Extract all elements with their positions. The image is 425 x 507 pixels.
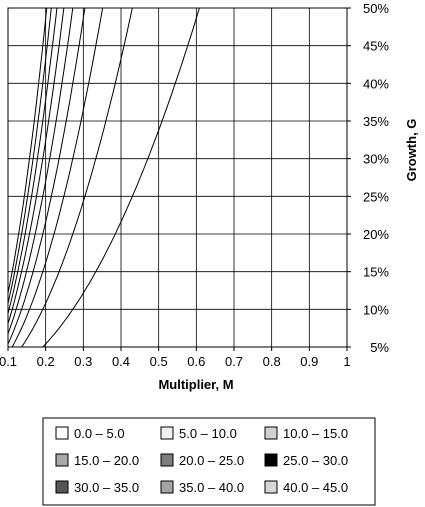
legend-label: 0.0 – 5.0: [74, 426, 125, 441]
legend-swatch: [55, 480, 69, 494]
y-tick-label: 20%: [363, 227, 389, 242]
x-tick-label: 0.5: [150, 354, 168, 369]
x-tick-label: 0.7: [225, 354, 243, 369]
contour-line: [8, 8, 52, 306]
legend-label: 10.0 – 15.0: [283, 426, 348, 441]
x-tick-label: 0.8: [263, 354, 281, 369]
contour-line: [21, 8, 133, 347]
y-tick-label: 5%: [370, 340, 389, 355]
x-tick-label: 0.4: [112, 354, 130, 369]
legend-label: 15.0 – 20.0: [74, 453, 139, 468]
legend-swatch: [55, 453, 69, 467]
legend-swatch: [160, 426, 174, 440]
legend-swatch: [160, 480, 174, 494]
contour-lines: [8, 8, 200, 347]
contour-line: [8, 8, 86, 346]
contour-line: [8, 8, 65, 326]
legend-label: 35.0 – 40.0: [179, 480, 244, 495]
x-axis-title: Multiplier, M: [158, 377, 233, 392]
legend-label: 5.0 – 10.0: [179, 426, 237, 441]
legend-swatch: [264, 426, 278, 440]
legend-label: 20.0 – 25.0: [179, 453, 244, 468]
x-tick-label: 0.2: [37, 354, 55, 369]
plot-frame: [7, 7, 348, 348]
y-axis-title: Growth, G: [404, 119, 419, 182]
contour-line: [8, 8, 74, 336]
x-axis-ticks: 0.1 0.2 0.3 0.4 0.5 0.6 0.7 0.8 0.9 1: [0, 347, 351, 369]
x-tick-label: 0.1: [0, 354, 17, 369]
legend-swatch: [264, 453, 278, 467]
y-axis-ticks: 5% 10% 15% 20% 25% 30% 35% 40% 45% 50%: [347, 1, 389, 355]
y-tick-label: 30%: [363, 152, 389, 167]
legend-label: 40.0 – 45.0: [283, 480, 348, 495]
y-tick-label: 10%: [363, 302, 389, 317]
x-tick-label: 1: [343, 354, 350, 369]
legend-label: 30.0 – 35.0: [74, 480, 139, 495]
y-tick-label: 25%: [363, 189, 389, 204]
legend-label: 25.0 – 30.0: [283, 453, 348, 468]
x-tick-label: 0.9: [300, 354, 318, 369]
legend-swatch: [160, 453, 174, 467]
contour-line: [8, 8, 58, 316]
legend-box: [42, 417, 376, 506]
legend-swatch: [55, 426, 69, 440]
y-tick-label: 45%: [363, 39, 389, 54]
y-tick-label: 50%: [363, 1, 389, 16]
contour-bands: [8, 8, 347, 347]
contour-band: [8, 8, 347, 347]
x-tick-label: 0.6: [187, 354, 205, 369]
y-tick-label: 40%: [363, 76, 389, 91]
contour-line: [11, 8, 104, 347]
y-tick-label: 35%: [363, 114, 389, 129]
legend: 0.0 – 5.0 5.0 – 10.0 10.0 – 15.0 15.0 – 20.…: [55, 426, 348, 495]
x-tick-label: 0.3: [74, 354, 92, 369]
legend-swatch: [264, 480, 278, 494]
contour-line: [42, 8, 200, 347]
y-tick-label: 15%: [363, 265, 389, 280]
